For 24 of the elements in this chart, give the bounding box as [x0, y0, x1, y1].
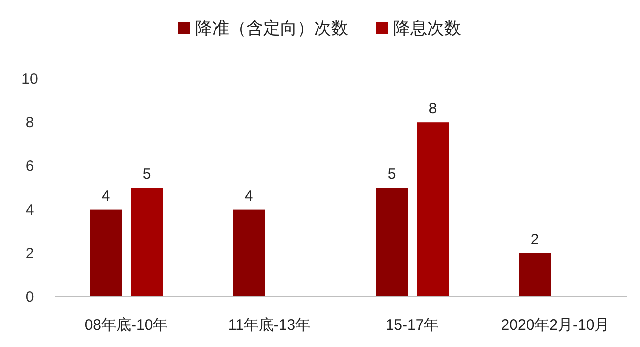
legend-label: 降准（含定向）次数: [196, 19, 348, 38]
data-label: 4: [244, 188, 254, 205]
data-label: 5: [142, 166, 152, 183]
y-tick-label: 8: [26, 114, 34, 132]
legend-label: 降息次数: [394, 19, 462, 38]
data-label: 5: [388, 166, 396, 183]
y-tick-label: 6: [26, 158, 34, 176]
data-label: 4: [102, 188, 110, 205]
x-tick-label: 11年底-13年: [228, 317, 311, 334]
y-tick-label: 0: [26, 289, 34, 306]
y-tick-label: 4: [26, 202, 34, 219]
y-tick-label: 2: [26, 245, 34, 262]
bar: [417, 122, 449, 297]
data-label: 8: [428, 100, 438, 118]
x-tick-label: 08年底-10年: [84, 317, 168, 334]
bar: [90, 210, 122, 297]
data-label: 2: [530, 231, 540, 248]
x-tick-label: 2020年2月-10月: [501, 317, 610, 334]
bar: [519, 253, 551, 297]
bar: [376, 188, 408, 297]
y-tick-label: 10: [22, 71, 38, 88]
x-tick-label: 15-17年: [386, 317, 440, 334]
bar: [131, 188, 163, 297]
bar: [233, 210, 265, 297]
